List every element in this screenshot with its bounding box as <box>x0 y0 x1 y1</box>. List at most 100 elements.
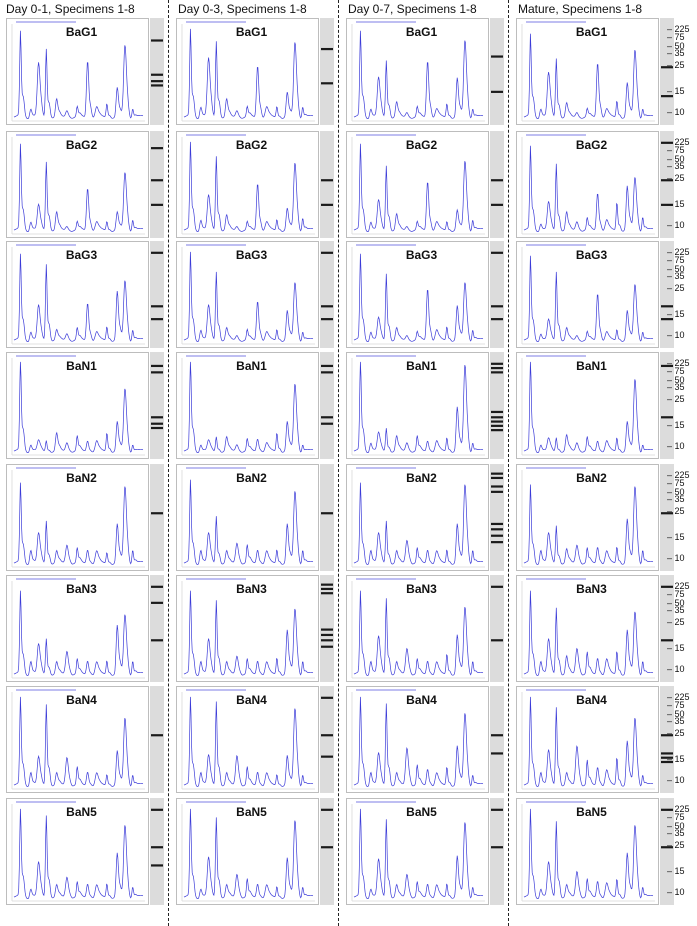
gel-band <box>491 734 503 737</box>
ladder-label: – 225 <box>667 580 690 591</box>
gel-band <box>321 645 333 648</box>
gel-band <box>321 203 333 206</box>
ladder-label: – 25 <box>667 506 685 517</box>
gel-band <box>321 633 333 637</box>
gel-lane <box>150 241 164 348</box>
gel-band <box>661 318 673 321</box>
panel-BaN4-col4: BaN4 <box>516 686 674 793</box>
panel-BaN4-col3: BaN4 <box>346 686 504 793</box>
ladder-label: – 35 <box>667 161 685 172</box>
panel-title: BaG1 <box>576 25 608 39</box>
gel-band <box>491 490 503 493</box>
column-divider-2 <box>338 0 339 926</box>
trace-line <box>523 696 654 787</box>
panel-BaN5-col3: BaN5 <box>346 798 504 905</box>
panel-title: BaG1 <box>66 25 98 39</box>
panel-title: BaG1 <box>236 25 268 39</box>
gel-band <box>661 179 673 182</box>
panel-title: BaN5 <box>236 805 267 819</box>
gel-band <box>491 528 503 531</box>
gel-band <box>661 512 673 515</box>
ladder-label: – 50 <box>667 40 685 51</box>
trace-line <box>523 808 654 899</box>
ladder-label: – 225 <box>667 357 690 368</box>
ladder-label: – 75 <box>667 145 685 156</box>
trace-line <box>13 482 144 565</box>
ladder-label: – 75 <box>667 366 685 377</box>
gel-band <box>661 585 673 588</box>
ladder-label: – 35 <box>667 716 685 727</box>
panel-title: BaG2 <box>66 138 98 152</box>
plot-frame <box>6 352 149 459</box>
plot-frame <box>346 798 489 905</box>
ladder-label: – 15 <box>667 531 685 542</box>
gel-lane <box>320 131 334 238</box>
gel-band <box>661 305 673 308</box>
gel-band <box>151 147 163 150</box>
panel-BaG1-col1: BaG1 <box>6 18 164 125</box>
ladder-label: – 75 <box>667 32 685 43</box>
plot-frame <box>516 464 659 571</box>
plot-frame <box>516 18 659 125</box>
ladder-label: – 35 <box>667 382 685 393</box>
gel-lane <box>150 18 164 125</box>
gel-band <box>321 47 333 51</box>
gel-band <box>661 846 673 849</box>
gel-lane <box>660 352 674 459</box>
plot-frame <box>346 131 489 238</box>
gel-band <box>321 416 333 419</box>
gel-lane <box>150 798 164 905</box>
ladder-label: – 75 <box>667 478 685 489</box>
ladder-label: – 10 <box>667 107 685 118</box>
gel-band <box>491 522 503 526</box>
panel-title: BaN1 <box>236 359 267 373</box>
gel-band <box>151 734 163 737</box>
gel-lane <box>490 686 504 793</box>
ladder-label: – 25 <box>667 173 685 184</box>
panel-title: BaN2 <box>66 471 97 485</box>
panel-title: BaG1 <box>406 25 438 39</box>
gel-lane <box>320 352 334 459</box>
gel-lane <box>660 18 674 125</box>
trace-line <box>13 590 144 676</box>
ladder-label: – 75 <box>667 812 685 823</box>
gel-band <box>151 808 163 811</box>
gel-lane <box>490 798 504 905</box>
trace-line <box>523 255 654 342</box>
gel-band <box>151 422 163 425</box>
ladder-label: – 50 <box>667 263 685 274</box>
ladder-label: – 25 <box>667 840 685 851</box>
panel-title: BaG3 <box>66 248 98 262</box>
gel-band <box>491 534 503 537</box>
gel-band <box>661 141 673 144</box>
gel-band <box>491 476 503 480</box>
panel-BaN2-col1: BaN2 <box>6 464 164 571</box>
gel-band <box>321 755 333 758</box>
panel-title: BaN3 <box>236 582 267 596</box>
gel-band <box>491 424 503 427</box>
gel-band <box>491 541 503 544</box>
panel-BaG3-col4: BaG3 <box>516 241 674 348</box>
ladder-label: – 35 <box>667 494 685 505</box>
panel-BaN3-col1: BaN3 <box>6 575 164 682</box>
gel-lane <box>660 686 674 793</box>
gel-band <box>151 371 163 374</box>
ladder-label: – 15 <box>667 642 685 653</box>
gel-band <box>491 318 503 321</box>
gel-band <box>661 760 673 764</box>
panel-BaG2-col3: BaG2 <box>346 131 504 238</box>
gel-lane <box>490 131 504 238</box>
ladder-label: – 35 <box>667 828 685 839</box>
panel-BaN4-col2: BaN4 <box>176 686 334 793</box>
gel-lane <box>150 352 164 459</box>
panel-title: BaN2 <box>236 471 267 485</box>
gel-band <box>321 512 333 515</box>
ladder-label: – 35 <box>667 271 685 282</box>
gel-band <box>491 251 503 254</box>
gel-band <box>661 66 673 69</box>
column-header-mature: Mature, Specimens 1-8 <box>518 2 643 16</box>
panel-title: BaN2 <box>406 471 437 485</box>
ladder-label: – 225 <box>667 803 690 814</box>
panel-title: BaN1 <box>66 359 97 373</box>
panel-BaN4-col1: BaN4 <box>6 686 164 793</box>
